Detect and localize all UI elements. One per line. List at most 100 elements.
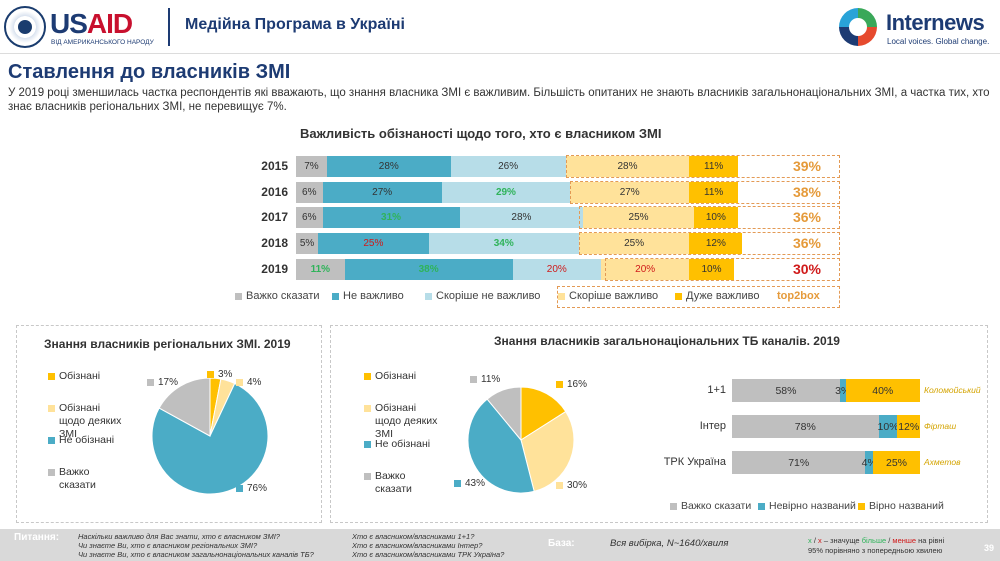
bar-segment-very-important: 10%	[689, 258, 734, 280]
bar-segment-hard-to-say: 11%	[296, 258, 345, 280]
page-number: 39	[984, 543, 995, 553]
bar-segment-hard-to-say: 7%	[296, 156, 327, 177]
pie-legend-item: Важко сказати	[364, 470, 444, 496]
tv-channel-label: 1+1	[707, 384, 726, 396]
tv-segment-hard-to-say: 58%	[732, 379, 840, 402]
pie-legend-label: Обізнані	[375, 370, 417, 382]
legend-swatch	[425, 292, 432, 300]
legend-label: Скоріше важливо	[569, 290, 659, 302]
program-title: Медійна Програма в Україні	[185, 16, 405, 33]
pie-legend-item: Обізнані	[48, 370, 128, 383]
pie-slice-hard-to-say	[158, 377, 211, 437]
legend-swatch	[454, 480, 461, 487]
tv-segment-correct: 12%	[897, 415, 920, 438]
legend-swatch	[670, 502, 677, 510]
footer-significance-note-line2: 95% порівняно з попередньою хвилею	[808, 546, 943, 555]
page-title: Ставлення до власників ЗМІ	[8, 61, 291, 83]
bar-segment-rather-not-important: 28%	[459, 207, 584, 229]
legend-swatch	[364, 373, 371, 380]
note-x-less: x	[818, 536, 822, 545]
pie-legend-item: Не обізнані	[364, 438, 444, 451]
pie-legend-label: Важко сказати	[375, 470, 412, 495]
legend-item-very-important: Дуже важливо	[675, 290, 759, 302]
footer-question: Чи знаєте Ви, хто є власником загальнона…	[78, 550, 314, 559]
pie-legend-label: Обізнані	[59, 370, 101, 382]
top2box-value: 38%	[792, 183, 822, 200]
pie-value-text: 43%	[465, 478, 486, 489]
legend-swatch	[236, 485, 243, 492]
pie-value-label: 16%	[556, 379, 587, 390]
legend-label: Важко сказати	[246, 290, 320, 302]
year-label: 2015	[261, 159, 288, 173]
pie-legend-item: Важко сказати	[48, 466, 128, 492]
bar-segment-hard-to-say: 6%	[296, 181, 323, 203]
year-label: 2018	[261, 236, 288, 251]
top2box-frame	[578, 206, 840, 230]
pie-legend-item: Обізнані щодо деяких ЗМІ	[48, 402, 128, 441]
tv-segment-wrong: 10%	[878, 415, 899, 438]
legend-swatch	[48, 437, 55, 444]
legend-swatch	[758, 502, 765, 510]
footer-question: Хто є власником/власниками 1+1?	[352, 532, 475, 541]
pie-value-text: 17%	[158, 377, 179, 388]
pie-value-label: 3%	[207, 369, 232, 380]
national-tv-panel	[330, 325, 988, 523]
tv-legend-wrong: Невірно названий	[758, 500, 856, 512]
legend-swatch	[858, 502, 865, 510]
top2box-frame	[578, 232, 840, 256]
legend-swatch	[556, 482, 563, 489]
top2box-value: 30%	[792, 260, 822, 277]
bar-segment-not-important: 31%	[322, 207, 460, 229]
usaid-logo-us: US	[50, 8, 88, 39]
legend-swatch	[48, 373, 55, 380]
note-text: на рівні	[916, 536, 945, 545]
pie-legend-item: Обізнані щодо деяких ЗМІ	[364, 402, 444, 441]
pie-slice-partly-aware	[520, 410, 575, 492]
legend-label: Невірно названий	[769, 500, 856, 512]
bar-segment-not-important: 38%	[344, 258, 513, 280]
top2box-frame	[570, 180, 840, 204]
footer-question: Хто є власником/власниками Інтер?	[352, 541, 483, 550]
pie-value-label: 43%	[454, 478, 485, 489]
tv-owner-label: Ахметов	[924, 457, 961, 467]
pie-slice-not-aware	[151, 382, 269, 495]
internews-tagline: Local voices. Global change.	[887, 37, 990, 46]
footer-base-label: База:	[548, 538, 575, 549]
regional-pie-title: Знання власників регіональних ЗМІ. 2019	[44, 337, 291, 351]
legend-swatch	[364, 405, 371, 412]
pie-legend-item: Обізнані	[364, 370, 444, 383]
pie-legend-item: Не обізнані	[48, 434, 128, 447]
pie-value-text: 30%	[567, 480, 588, 491]
pie-slice-not-aware	[467, 398, 535, 494]
legend-swatch	[558, 292, 565, 300]
legend-swatch	[364, 473, 371, 480]
legend-label: Вірно названий	[869, 500, 944, 512]
tv-segment-wrong: 4%	[862, 451, 877, 474]
legend-swatch	[207, 371, 214, 378]
pie-value-label: 11%	[470, 374, 500, 385]
footer-significance-note: x / x – значуще більше / менше на рівні	[808, 536, 944, 545]
legend-top2box: top2box	[777, 290, 820, 302]
regional-pie-chart	[151, 377, 269, 495]
tv-owner-label: Коломойський	[924, 385, 981, 395]
bar-segment-rather-not-important: 29%	[441, 181, 571, 203]
internews-logo-icon	[839, 8, 877, 46]
bar-segment-rather-not-important: 20%	[512, 258, 601, 280]
tv-segment-correct: 25%	[873, 451, 920, 474]
footer: Питання: Наскільки важливо для Вас знати…	[0, 529, 1000, 561]
pie-value-label: 30%	[556, 480, 587, 491]
tv-segment-correct: 40%	[845, 379, 920, 402]
bar-segment-rather-important: 25%	[578, 233, 690, 255]
bar-segment-rather-important: 20%	[600, 258, 690, 280]
bar-segment-not-important: 28%	[326, 156, 451, 177]
bar-segment-not-important: 27%	[322, 181, 442, 203]
top2box-frame	[565, 155, 840, 178]
legend-swatch	[332, 292, 339, 300]
pie-value-text: 11%	[481, 374, 501, 385]
pie-slice-hard-to-say	[486, 386, 522, 442]
bar-segment-not-important: 25%	[318, 233, 429, 255]
pie-value-label: 4%	[236, 377, 261, 388]
tv-channel-label: ТРК Україна	[663, 456, 726, 468]
header: USAID ВІД АМЕРИКАНСЬКОГО НАРОДУ Медійна …	[0, 0, 1000, 54]
